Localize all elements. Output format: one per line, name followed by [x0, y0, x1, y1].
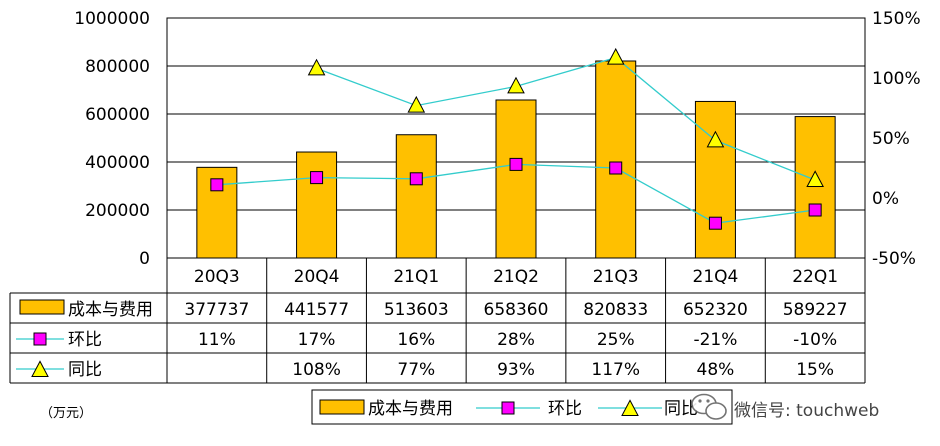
table-cell: -10%	[793, 330, 837, 350]
legend-box	[311, 389, 733, 425]
wechat-eye	[706, 399, 710, 403]
table-cell: 93%	[497, 360, 535, 380]
category-label: 20Q3	[194, 267, 240, 287]
table-cell: 11%	[198, 330, 236, 350]
category-label: 21Q1	[393, 267, 439, 287]
y-left-tick-label: 800000	[85, 57, 150, 77]
y-right-tick-label: 0%	[872, 189, 899, 209]
wechat-icon	[691, 393, 727, 420]
table-cell: 652320	[683, 300, 748, 320]
table-cell: 48%	[697, 360, 735, 380]
mom-legend-marker	[33, 332, 47, 346]
table-cell: -21%	[693, 330, 737, 350]
mom-point	[609, 161, 623, 175]
wechat-bubble-small	[705, 402, 727, 420]
table-cell: 441577	[284, 300, 349, 320]
watermark-text: 微信号: touchweb	[734, 401, 879, 421]
mom-point	[808, 203, 822, 217]
mom-point	[509, 157, 523, 171]
table-cell: 16%	[397, 330, 435, 350]
bar	[595, 60, 637, 259]
row-header-cost: 成本与费用	[68, 300, 153, 320]
bar-legend-key	[19, 299, 65, 315]
table-cell: 25%	[597, 330, 635, 350]
yoy-legend-marker	[31, 360, 49, 377]
mom-point	[708, 216, 722, 230]
table-cell: 108%	[292, 360, 341, 380]
table-cell: 377737	[184, 300, 249, 320]
mom-point	[409, 172, 423, 186]
y-right-tick-label: 100%	[872, 69, 921, 89]
legend-label-yoy: 同比	[664, 399, 698, 419]
y-left-tick-label: 600000	[85, 105, 150, 125]
table-cell: 117%	[591, 360, 640, 380]
category-label: 21Q3	[593, 267, 639, 287]
yoy-point	[407, 95, 426, 113]
category-label: 22Q1	[792, 267, 838, 287]
yoy-point	[806, 170, 824, 187]
table-cell: 513603	[384, 300, 449, 320]
bar	[694, 100, 736, 259]
y-right-tick-label: -50%	[872, 249, 916, 269]
mom-point	[310, 171, 324, 185]
bar	[495, 99, 537, 259]
legend-key-mom	[501, 401, 515, 415]
yoy-point	[606, 47, 625, 65]
bar	[794, 116, 836, 259]
legend-key-yoy	[621, 399, 639, 416]
row-header-mom: 环比	[68, 330, 102, 350]
yoy-point	[307, 58, 326, 76]
bar	[395, 134, 437, 259]
y-left-tick-label: 1000000	[74, 9, 150, 29]
bar	[296, 151, 338, 259]
table-cell: 28%	[497, 330, 535, 350]
table-cell: 589227	[783, 300, 848, 320]
yoy-point	[706, 130, 725, 148]
category-label: 20Q4	[294, 267, 340, 287]
y-right-tick-label: 50%	[872, 129, 910, 149]
table-cell: 658360	[484, 300, 549, 320]
y-right-tick-label: 150%	[872, 9, 921, 29]
table-cell: 77%	[397, 360, 435, 380]
unit-label: （万元）	[40, 406, 92, 421]
y-left-tick-label: 400000	[85, 153, 150, 173]
legend-label-mom: 环比	[548, 399, 582, 419]
row-header-yoy: 同比	[68, 360, 102, 380]
category-label: 21Q4	[693, 267, 739, 287]
yoy-line	[316, 56, 816, 181]
yoy-point	[507, 76, 525, 94]
table-cell: 820833	[583, 300, 648, 320]
y-left-tick-label: 0	[139, 249, 150, 269]
table-cell: 17%	[298, 330, 336, 350]
category-label: 21Q2	[493, 267, 539, 287]
mom-point	[210, 178, 224, 192]
y-left-tick-label: 200000	[85, 201, 150, 221]
table-cell: 15%	[796, 360, 834, 380]
watermark: 微信号: touchweb	[691, 393, 879, 421]
legend-key-bar	[319, 399, 365, 415]
legend-label-cost: 成本与费用	[368, 399, 453, 419]
wechat-eye	[698, 399, 702, 403]
